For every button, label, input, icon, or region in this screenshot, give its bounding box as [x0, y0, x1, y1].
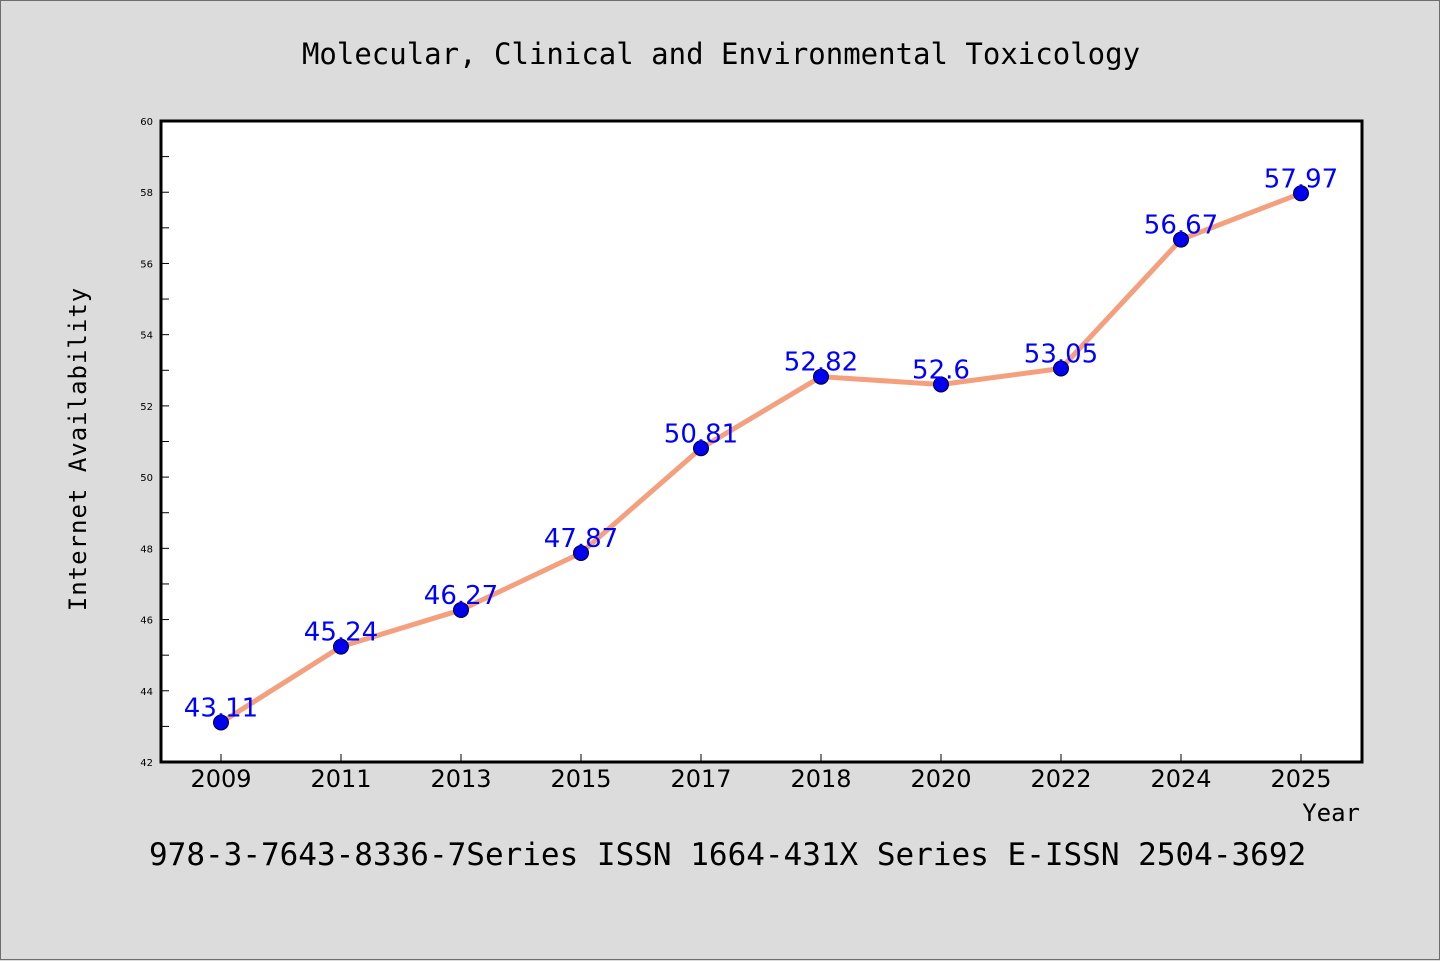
series-layer: 43.11 45.24 46.27 47.87 50.81 52.82 52.6 53.05 5… [184, 164, 1338, 731]
y-tick-label: 58 [140, 188, 153, 199]
data-label: 43.11 [184, 693, 258, 723]
data-label: 56.67 [1144, 211, 1218, 241]
y-tick-label: 48 [140, 544, 153, 555]
footer-text: 978-3-7643-8336-7Series ISSN 1664-431X S… [149, 837, 1306, 873]
x-tick-label: 2022 [1030, 765, 1091, 793]
x-axis: 2009 2011 2013 2015 2017 2018 2020 2022 2024 2025 [190, 754, 1332, 793]
data-label: 52.82 [784, 348, 858, 378]
data-label: 50.81 [664, 419, 738, 449]
data-point [1173, 231, 1189, 248]
data-point [453, 601, 469, 618]
data-label: 45.24 [304, 618, 378, 648]
x-axis-label: Year [1302, 799, 1360, 827]
x-tick-label: 2011 [310, 765, 371, 793]
data-point [693, 440, 709, 457]
y-axis-label: Internet Availability [64, 287, 92, 611]
x-tick-label: 2025 [1270, 765, 1331, 793]
y-tick-label: 46 [140, 616, 153, 627]
x-tick-label: 2015 [550, 765, 611, 793]
chart-title: Molecular, Clinical and Environmental To… [302, 37, 1140, 71]
y-tick-label: 54 [140, 331, 153, 342]
y-tick-label: 44 [140, 687, 153, 698]
x-tick-label: 2020 [910, 765, 971, 793]
data-point [1053, 360, 1069, 377]
plot-area [159, 119, 1364, 764]
data-point [1293, 185, 1309, 202]
data-label: 46.27 [424, 581, 498, 611]
data-point [213, 714, 229, 731]
data-label: 52.6 [912, 356, 970, 386]
x-tick-label: 2009 [190, 765, 251, 793]
y-tick-label: 52 [140, 402, 153, 413]
y-tick-label: 42 [140, 758, 153, 769]
series-line [219, 190, 1302, 725]
data-label: 53.05 [1024, 339, 1098, 369]
data-point [573, 544, 589, 561]
data-point [933, 376, 949, 393]
x-tick-label: 2018 [790, 765, 851, 793]
y-tick-label: 60 [140, 117, 153, 128]
y-tick-label: 56 [140, 259, 153, 270]
data-point [813, 368, 829, 385]
data-label: 47.87 [544, 524, 618, 554]
x-tick-label: 2013 [430, 765, 491, 793]
y-tick-label: 50 [140, 473, 153, 484]
x-tick-label: 2024 [1150, 765, 1211, 793]
data-point [333, 638, 349, 655]
y-axis: 42 44 46 48 50 52 54 56 58 60 [140, 117, 169, 769]
data-label: 57.97 [1264, 164, 1338, 194]
x-tick-label: 2017 [670, 765, 731, 793]
